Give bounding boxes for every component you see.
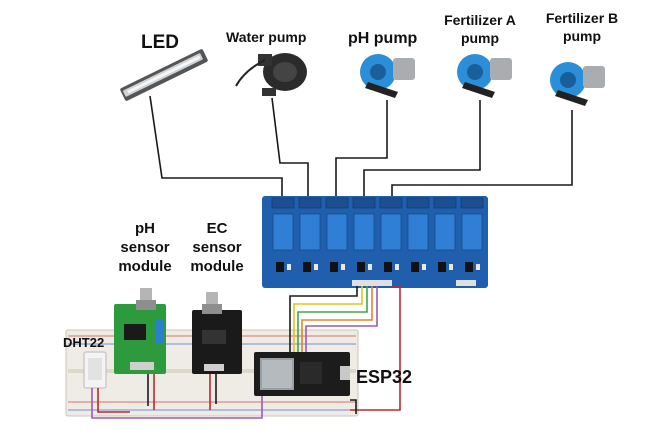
relay-input-header [352, 280, 392, 286]
label-ph-module-line3: module [118, 257, 172, 275]
label-ec-module-line1: EC [206, 220, 228, 237]
label-ph-pump: pH pump [348, 30, 418, 47]
label-fert-b-line1: Fertilizer B [545, 10, 619, 26]
relay-jumper [456, 280, 476, 286]
label-ph-sensor-module: pH sensor module [110, 220, 180, 276]
wire-ph-pump [335, 100, 388, 200]
label-water-pump: Water pump [226, 29, 307, 45]
relay-components [276, 262, 480, 272]
control-wires [91, 285, 401, 419]
water-pump-device [235, 53, 307, 96]
dht22-device [83, 351, 107, 389]
esp32-device [254, 352, 350, 396]
relay-terminals [271, 197, 484, 209]
ec-sensor-module-device [192, 292, 242, 374]
label-fert-a-line2: pump [460, 29, 500, 46]
ph-pump-device [360, 54, 415, 98]
wire-fert-a [363, 100, 481, 200]
label-ec-sensor-module: EC sensor module [180, 220, 254, 276]
label-ph-module-line1: pH [135, 220, 155, 237]
wire-fert-b [391, 110, 573, 200]
relay-wires [149, 95, 573, 200]
label-ec-module-line2: sensor [192, 238, 242, 256]
label-fert-a: Fertilizer A pump [430, 12, 530, 47]
led-strip-device [120, 49, 208, 101]
wire-led [149, 95, 283, 200]
relay-board [262, 196, 488, 288]
label-fert-b-line2: pump [562, 27, 602, 44]
label-led: LED [141, 32, 179, 53]
label-fert-b: Fertilizer B pump [530, 10, 634, 45]
label-ec-module-line3: module [190, 257, 244, 275]
ph-sensor-module-device [114, 288, 166, 374]
relay-blocks [272, 213, 483, 251]
fert-a-pump-device [457, 54, 512, 98]
label-esp32: ESP32 [356, 367, 413, 387]
label-fert-a-line1: Fertilizer A [444, 12, 516, 28]
label-ph-module-line2: sensor [120, 238, 170, 256]
wire-water-pump [271, 97, 309, 200]
fert-b-pump-device [550, 62, 605, 106]
label-dht22: DHT22 [63, 335, 105, 350]
